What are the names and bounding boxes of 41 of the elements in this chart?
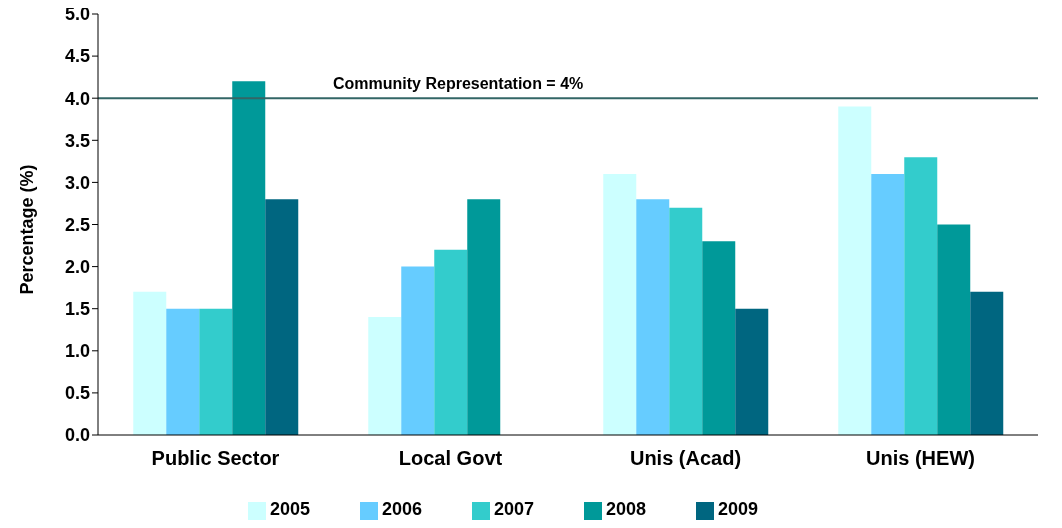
x-tick-label: Public Sector	[151, 447, 280, 470]
bar	[838, 106, 872, 435]
y-tick-label: 0.0	[64, 425, 90, 446]
bar	[970, 291, 1004, 435]
y-tick-label: 0.5	[64, 383, 90, 404]
bar	[467, 199, 501, 435]
bar	[669, 207, 703, 435]
bar	[199, 308, 233, 435]
legend-label: 2006	[381, 499, 422, 519]
bar	[937, 224, 971, 435]
x-tick-label: Unis (HEW)	[866, 447, 975, 470]
legend-label: 2007	[493, 499, 535, 519]
y-tick-label: 1.0	[64, 341, 90, 362]
bar	[232, 81, 266, 435]
legend-label: 2005	[269, 499, 310, 519]
y-tick-label: 5.0	[64, 4, 90, 25]
bar	[401, 266, 435, 435]
ref-line-label: Community Representation = 4%	[333, 74, 584, 92]
y-tick-label: 3.5	[64, 130, 90, 151]
y-tick-label: 3.0	[64, 172, 90, 193]
bar	[735, 308, 769, 435]
legend-label: 2008	[606, 499, 647, 519]
x-tick-label: Unis (Acad)	[629, 447, 742, 470]
x-tick-label: Local Govt	[398, 447, 503, 470]
bar	[636, 199, 670, 435]
y-tick-label: 2.5	[64, 214, 90, 235]
bar	[871, 173, 905, 435]
legend-label: 2009	[718, 499, 759, 519]
bar	[166, 308, 200, 435]
y-tick-label: 1.5	[64, 299, 90, 320]
bar	[133, 291, 167, 435]
bar	[368, 317, 402, 435]
y-tick-label: 4.5	[64, 46, 90, 67]
y-axis-title: Percentage (%)	[17, 164, 38, 295]
y-tick-label: 2.0	[64, 256, 90, 277]
y-tick-label: 4.0	[64, 88, 90, 109]
bar	[434, 249, 468, 435]
bar	[265, 199, 299, 435]
bar	[904, 157, 938, 435]
bar	[702, 241, 736, 435]
bar	[603, 173, 637, 435]
